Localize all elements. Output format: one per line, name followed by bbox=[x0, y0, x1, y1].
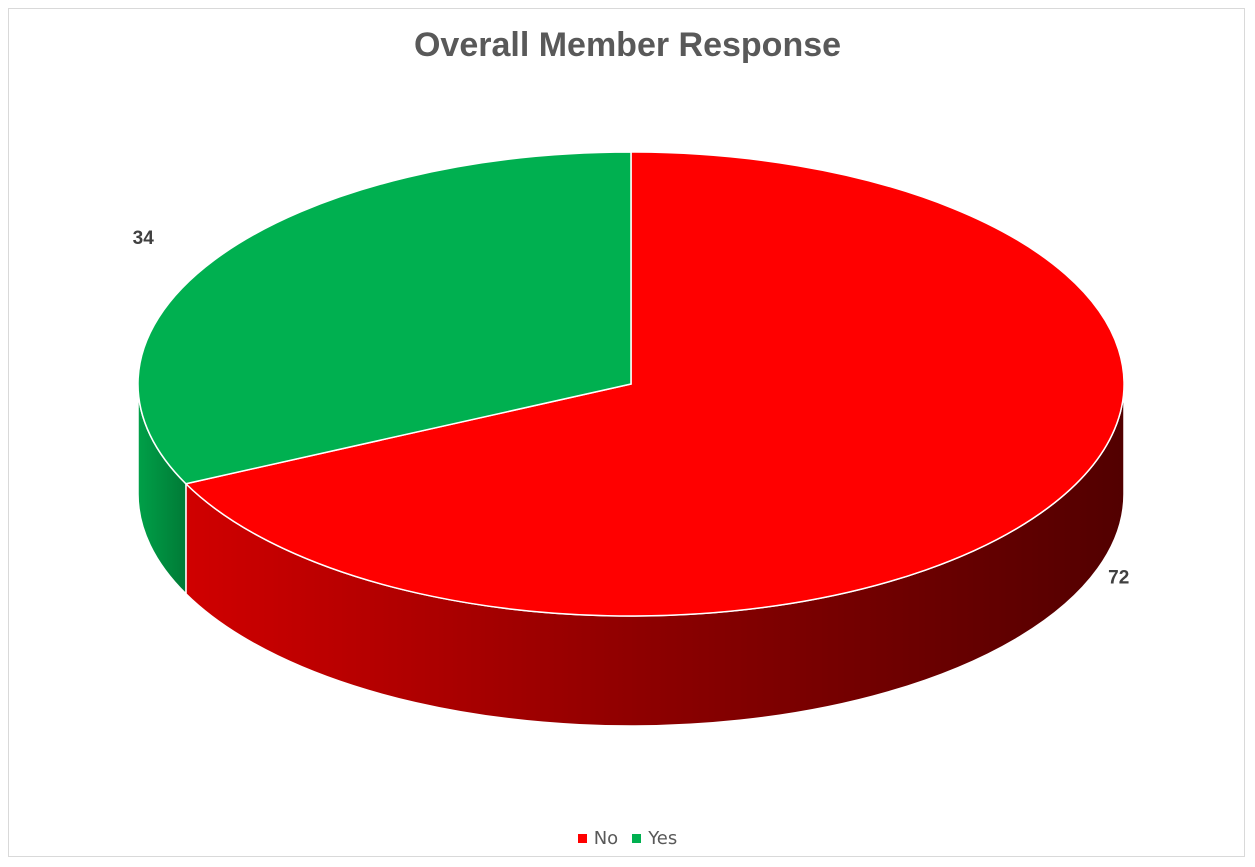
legend-item-yes: Yes bbox=[632, 828, 677, 849]
legend-swatch-yes bbox=[632, 834, 642, 843]
pie-slices bbox=[137, 151, 1125, 617]
data-label-yes: 34 bbox=[133, 228, 155, 249]
pie-data-labels: 72 34 bbox=[133, 228, 1130, 588]
legend-label-no: No bbox=[593, 828, 619, 849]
legend-swatch-no bbox=[577, 834, 587, 843]
legend: No Yes bbox=[0, 828, 1255, 849]
legend-item-no: No bbox=[577, 828, 619, 849]
pie-slice-yes bbox=[137, 151, 632, 485]
pie-slice-no bbox=[184, 151, 1125, 617]
data-label-no: 72 bbox=[1108, 567, 1129, 588]
legend-label-yes: Yes bbox=[648, 828, 678, 849]
chart-title: Overall Member Response bbox=[413, 26, 842, 64]
